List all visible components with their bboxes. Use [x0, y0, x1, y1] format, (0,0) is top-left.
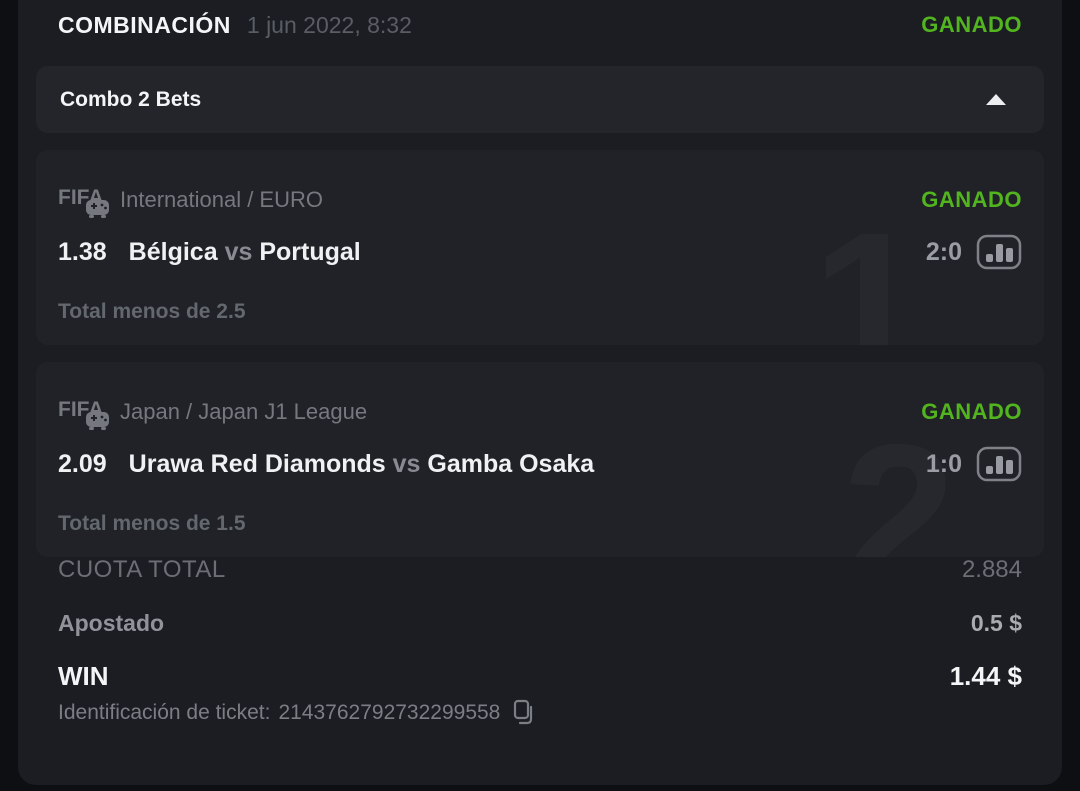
away-team: Gamba Osaka [427, 449, 595, 478]
bet-main-row: 2.09 Urawa Red Diamonds vs Gamba Osaka 1… [58, 446, 1022, 482]
ticket-id-label: Identificación de ticket: [58, 701, 271, 724]
total-odds-row: CUOTA TOTAL 2.884 [58, 552, 1022, 588]
combo-collapse-bar[interactable]: Combo 2 Bets [36, 66, 1044, 133]
league-name: International / EURO [120, 187, 323, 212]
win-row: WIN 1.44 $ [58, 658, 1022, 694]
home-team: Bélgica [128, 237, 218, 266]
bet-card-2: 2 FIFA Japan / Japan J1 League GANADO 2.… [36, 362, 1044, 557]
bet-market: Total menos de 1.5 [58, 512, 246, 535]
bet-odds: 1.38 [58, 237, 107, 266]
total-odds-label: CUOTA TOTAL [58, 556, 226, 583]
total-odds-value: 2.884 [961, 556, 1022, 583]
bet-market: Total menos de 2.5 [58, 300, 246, 323]
match-teams: Urawa Red Diamonds vs Gamba Osaka [129, 450, 595, 479]
fifa-esports-icon: FIFA [58, 186, 109, 218]
stake-row: Apostado 0.5 $ [58, 606, 1022, 640]
bet-league-row: FIFA Japan / Japan J1 League GANADO [58, 397, 1022, 430]
copy-button[interactable] [512, 699, 536, 727]
fifa-esports-icon: FIFA [58, 398, 109, 430]
stats-button[interactable] [976, 233, 1022, 271]
ticket-status-badge: GANADO [921, 12, 1022, 37]
bet-ticket-card: COMBINACIÓN 1 jun 2022, 8:32 GANADO Comb… [18, 0, 1062, 785]
bet-odds: 2.09 [58, 449, 107, 478]
vs-label: vs [392, 449, 421, 478]
combo-label: Combo 2 Bets [60, 87, 202, 111]
bet-main-row: 1.38 Bélgica vs Portugal 2:0 [58, 234, 1022, 270]
ticket-id-row: Identificación de ticket: 21437627927322… [58, 698, 1022, 728]
match-score: 1:0 [925, 449, 962, 478]
ticket-header: COMBINACIÓN 1 jun 2022, 8:32 GANADO [58, 8, 1022, 42]
win-label: WIN [58, 660, 109, 691]
home-team: Urawa Red Diamonds [128, 449, 386, 478]
bet-market-row: Total menos de 1.5 [58, 509, 1022, 539]
match-score: 2:0 [925, 237, 962, 266]
triangle-up-icon[interactable] [986, 94, 1006, 105]
stats-button[interactable] [976, 445, 1022, 483]
bar-chart-icon [976, 234, 1022, 270]
ticket-id-value: 2143762792732299558 [278, 701, 501, 724]
bet-market-row: Total menos de 2.5 [58, 297, 1022, 327]
bet-status-badge: GANADO [921, 399, 1022, 424]
bar-chart-icon [976, 446, 1022, 482]
stake-label: Apostado [58, 609, 165, 636]
league-name: Japan / Japan J1 League [120, 399, 368, 424]
stake-value: 0.5 $ [970, 609, 1022, 636]
away-team: Portugal [259, 237, 361, 266]
ticket-type-title: COMBINACIÓN [58, 11, 231, 38]
ticket-date: 1 jun 2022, 8:32 [246, 11, 412, 38]
vs-label: vs [224, 237, 253, 266]
match-teams: Bélgica vs Portugal [129, 238, 361, 267]
bet-league-row: FIFA International / EURO GANADO [58, 185, 1022, 218]
copy-icon [514, 699, 533, 725]
bet-status-badge: GANADO [921, 187, 1022, 212]
bet-card-1: 1 FIFA International / EURO GANADO 1.38 … [36, 150, 1044, 345]
win-value: 1.44 $ [949, 660, 1022, 691]
